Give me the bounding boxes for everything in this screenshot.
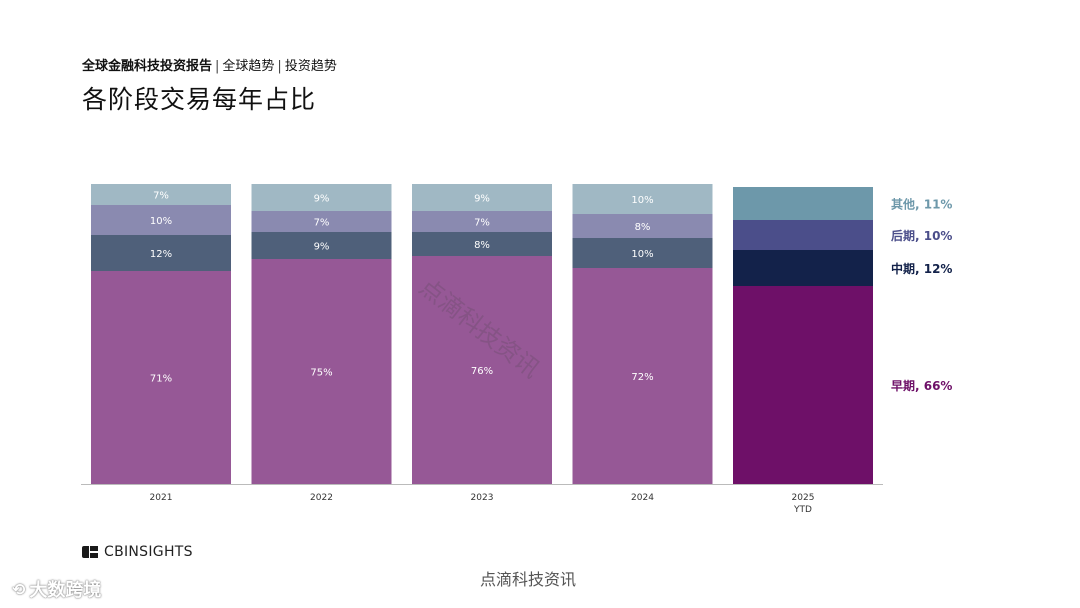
breadcrumb-investment-trends: 投资趋势 [284,59,337,74]
data-label: 10% [631,249,653,260]
x-tick-label: 2021 [150,493,173,503]
bar-segment-早期 [91,271,231,484]
bar-segment-早期 [572,268,713,484]
page-title: 各阶段交易每年占比 [82,85,317,114]
bar-segment-中期 [251,232,392,259]
bar-segment-中期 [733,250,873,286]
bar-segment-后期 [251,211,392,232]
bar-segment-后期 [572,214,713,238]
legend-entry: 后期, 10% [891,228,952,243]
brand-name: CBINSIGHTS [104,544,193,560]
bar-segment-其他 [91,184,231,205]
watermark-label: 大数跨境 [29,580,102,601]
watermark-icon: ⟲ [12,579,26,599]
data-label: 8% [474,240,490,251]
legend-entry: 早期, 66% [891,378,952,393]
x-tick-label: 2024 [631,493,654,503]
bar-segment-其他 [251,184,392,211]
bar-segment-早期 [412,256,552,484]
data-label: 76% [471,366,493,377]
bar-segment-后期 [412,211,552,232]
report-breadcrumb: 全球金融科技投资报告 | 全球趋势 | 投资趋势 [82,55,337,74]
data-label: 75% [310,368,332,379]
breadcrumb-separator: | [215,59,220,74]
cb-insights-logo: CBINSIGHTS [82,544,193,560]
legend-entry: 中期, 12% [891,261,952,276]
x-tick-label: YTD [793,505,812,515]
x-tick-label: 2025 [792,493,815,503]
breadcrumb-global-trends: 全球趋势 [222,59,275,74]
cb-logo-icon [82,546,98,558]
data-label: 9% [314,194,330,205]
x-tick-label: 2022 [310,493,333,503]
data-label: 7% [314,218,330,229]
data-label: 9% [474,194,490,205]
bar-segment-中期 [91,235,231,271]
bar-segment-其他 [572,184,713,214]
data-label: 8% [635,222,651,233]
bar-segment-其他 [412,184,552,211]
data-label: 72% [631,372,653,383]
watermark-logo: ⟲ 大数跨境 [12,576,101,602]
bar-segment-其他 [733,187,873,220]
bar-segment-中期 [412,232,552,256]
data-label: 10% [631,195,653,206]
bar-segment-中期 [572,238,713,268]
bar-segment-早期 [733,286,873,484]
data-label: 9% [314,242,330,253]
data-label: 7% [153,191,169,202]
data-label: 7% [474,218,490,229]
footer-source: 点滴科技资讯 [480,570,577,589]
data-label: 12% [150,249,172,260]
report-name: 全球金融科技投资报告 [82,59,213,74]
bar-segment-后期 [733,220,873,250]
data-label: 71% [150,374,172,385]
bar-segment-早期 [251,259,392,484]
bar-segment-后期 [91,205,231,235]
breadcrumb-separator: | [277,59,282,74]
x-tick-label: 2023 [471,493,494,503]
legend-entry: 其他, 11% [891,197,952,212]
data-label: 10% [150,216,172,227]
